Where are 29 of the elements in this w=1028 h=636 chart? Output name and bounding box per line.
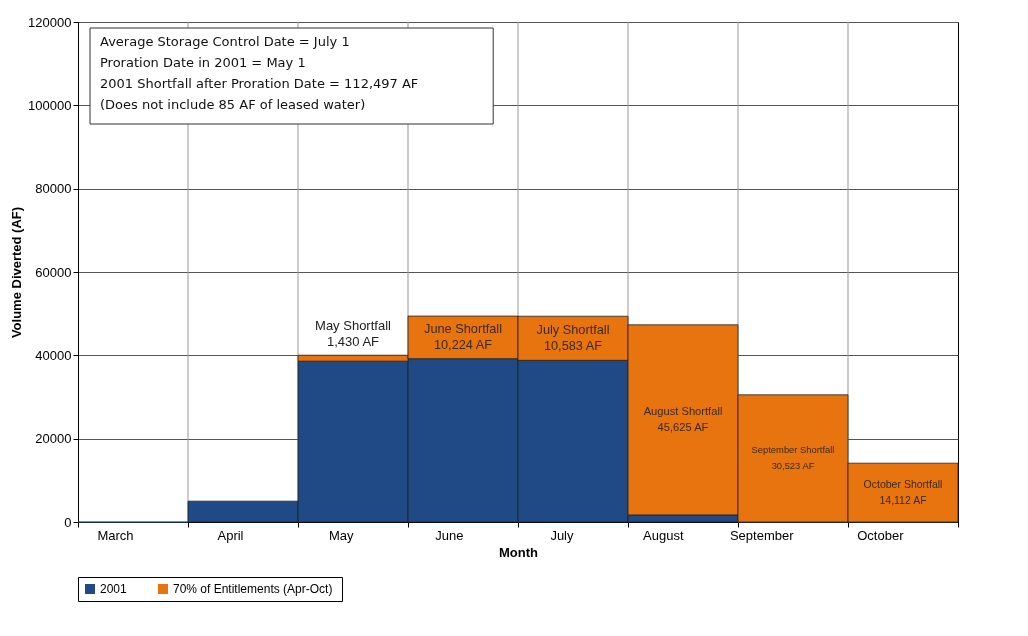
data-label: July Shortfall 10,583 AF <box>536 322 610 354</box>
y-tick-label: 100000 <box>28 97 72 113</box>
data-label: June Shortfall 10,224 AF <box>424 321 502 353</box>
legend-label: 70% of Entitlements (Apr-Oct) <box>173 582 333 596</box>
data-label: May Shortfall 1,430 AF <box>315 318 392 350</box>
annotation: Proration Date in 2001 = May 1 <box>100 55 306 70</box>
x-tick-label: October <box>857 527 905 543</box>
data-label: September Shortfall 30,523 AF <box>751 444 835 472</box>
x-tick-label: August <box>643 527 684 543</box>
annotation: Average Storage Control Date = July 1 <box>100 34 350 49</box>
y-axis-title: Volume Diverted (AF) <box>9 206 25 339</box>
y-tick-label: 40000 <box>35 347 72 363</box>
x-axis-title: Month <box>499 544 539 560</box>
x-tick-label: March <box>97 527 134 543</box>
y-tick-label: 80000 <box>35 181 72 197</box>
annotation: 2001 Shortfall after Proration Date = 112,497 AF <box>100 76 419 91</box>
y-tick-label: 120000 <box>28 14 72 30</box>
x-tick-label: May <box>328 527 354 543</box>
legend-label: 2001 <box>100 582 128 596</box>
x-tick-label: September <box>729 527 795 543</box>
data-label: August Shortfall 45,625 AF <box>643 404 723 433</box>
data-label: October Shortfall 14,112 AF <box>863 477 943 506</box>
x-tick-label: April <box>217 527 244 543</box>
x-tick-label: June <box>435 527 464 543</box>
x-tick-label: July <box>550 527 574 543</box>
annotation: (Does not include 85 AF of leased water) <box>100 97 366 112</box>
y-tick-label: 20000 <box>35 431 72 447</box>
y-tick-label: 0 <box>64 514 72 530</box>
y-tick-label: 60000 <box>35 264 72 280</box>
